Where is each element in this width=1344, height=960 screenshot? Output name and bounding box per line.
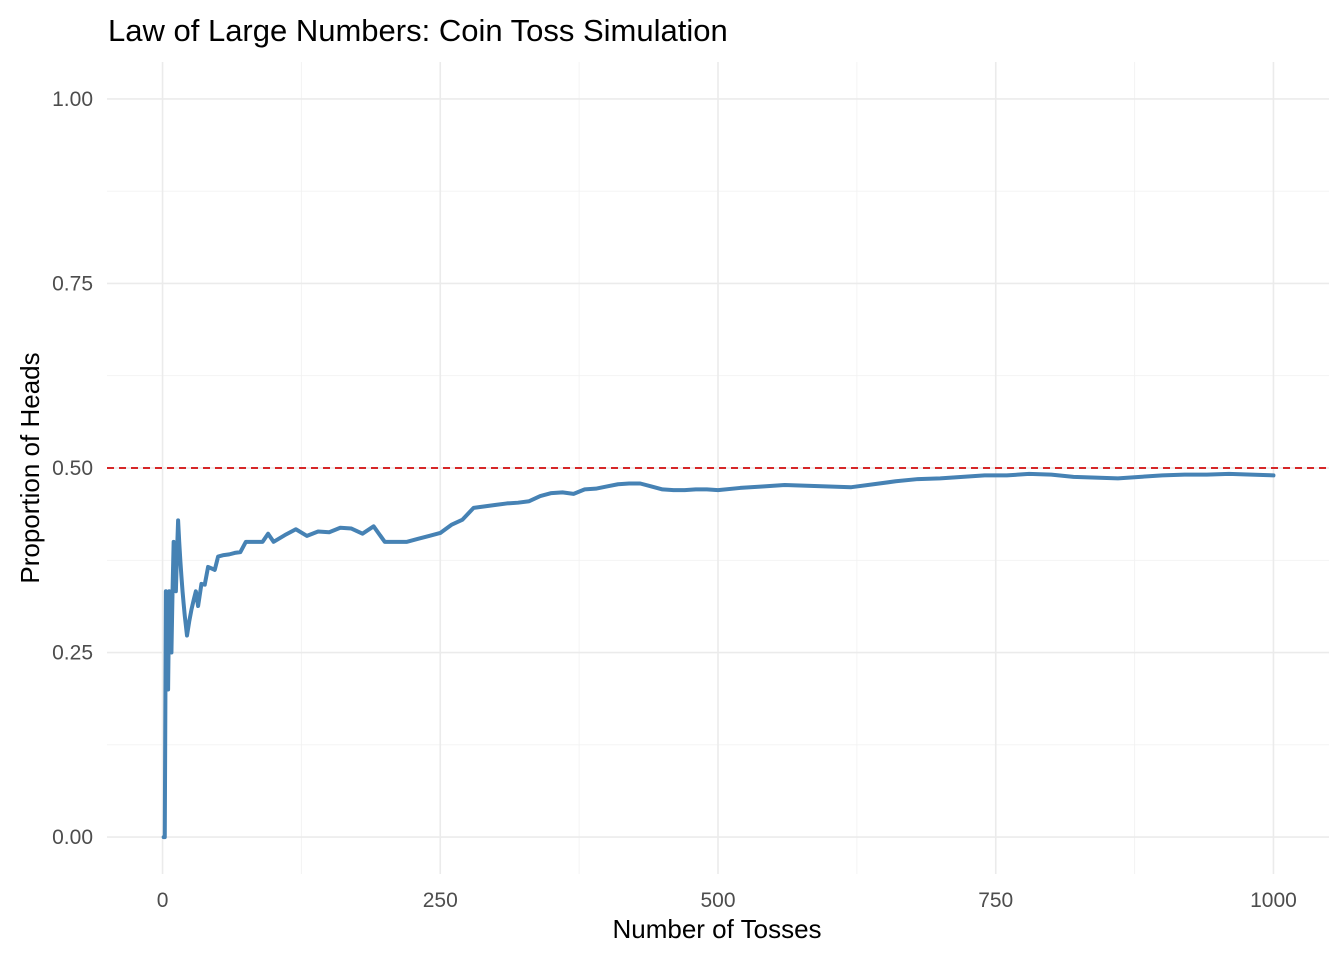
y-tick-label: 0.75 (52, 272, 93, 295)
x-axis-title: Number of Tosses (612, 914, 821, 944)
chart-title: Law of Large Numbers: Coin Toss Simulati… (108, 13, 728, 48)
y-tick-label: 0.50 (52, 457, 93, 480)
y-axis-ticks: 0.00 0.25 0.50 0.75 1.00 (52, 88, 93, 849)
y-tick-label: 0.25 (52, 642, 93, 665)
x-tick-label: 250 (423, 889, 458, 912)
x-tick-label: 750 (978, 889, 1013, 912)
y-axis-title: Proportion of Heads (15, 352, 45, 583)
x-tick-label: 0 (157, 889, 169, 912)
x-tick-label: 1000 (1250, 889, 1297, 912)
series-line-proportion-heads (161, 471, 1276, 840)
y-tick-label: 1.00 (52, 88, 93, 111)
x-axis-ticks: 0 250 500 750 1000 (157, 889, 1297, 912)
y-tick-label: 0.00 (52, 826, 93, 849)
series-layer (161, 471, 1276, 840)
x-tick-label: 500 (700, 889, 735, 912)
